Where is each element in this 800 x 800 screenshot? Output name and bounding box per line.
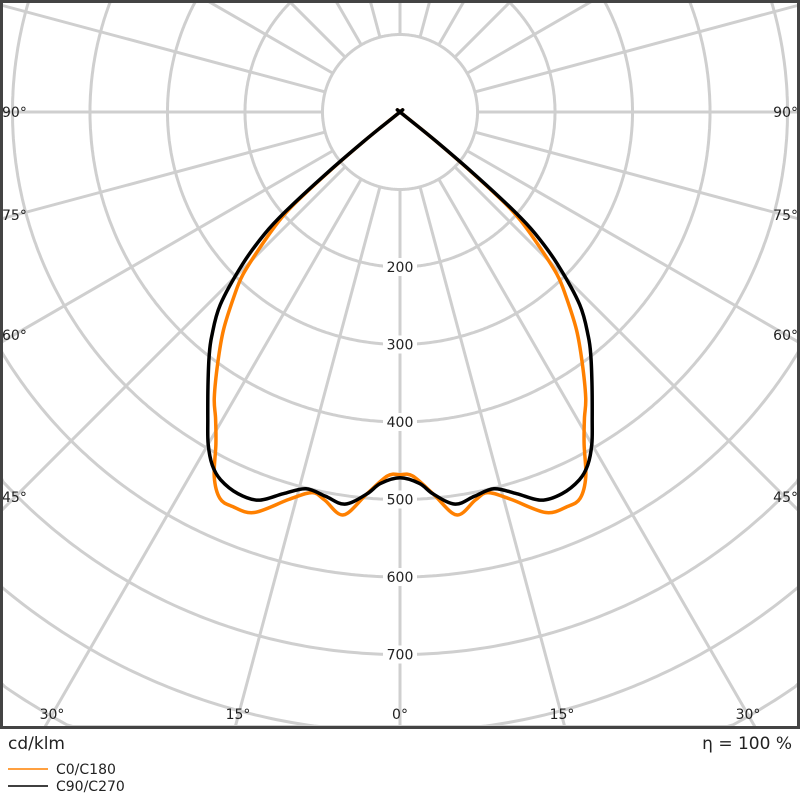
angle-label-left: 60° (2, 328, 27, 344)
angle-label-bottom: 15° (550, 707, 575, 723)
grid-radial-line (453, 3, 512, 59)
grid-radial-line (3, 130, 326, 220)
grid-radial-line (369, 3, 382, 38)
grid-radial-line (437, 3, 465, 46)
series-curve-c90-c270 (205, 108, 595, 506)
radial-tick-labels: 200 300 400 500 600 700 (383, 258, 417, 664)
grid-radial-line (3, 165, 347, 512)
grid-radial-line (233, 186, 382, 726)
grid-radial-line (43, 178, 363, 726)
angle-label-left: 90° (2, 105, 27, 121)
tick-label-background (383, 335, 417, 354)
grid-radial-line (437, 178, 757, 726)
radial-tick-label: 200 (387, 260, 414, 276)
angle-label-bottom: 15° (226, 707, 251, 723)
radial-tick-label: 500 (387, 493, 414, 509)
radial-tick-label: 400 (387, 415, 414, 431)
angle-label-right: 45° (773, 490, 798, 506)
angle-label-left: 45° (2, 490, 27, 506)
angle-label-bottom: 30° (736, 707, 761, 723)
radial-tick-label: 300 (387, 338, 414, 354)
plot-frame (0, 0, 800, 729)
tick-label-background (383, 645, 417, 664)
angle-label-right: 60° (773, 328, 798, 344)
grid-radial-line (335, 3, 363, 46)
grid-radial-line (466, 149, 797, 343)
grid-radial-line (453, 165, 797, 512)
radial-tick-label: 600 (387, 570, 414, 586)
angle-label-right: 75° (773, 208, 798, 224)
grid-radial-line (474, 130, 797, 220)
legend-label: C0/C180 (56, 762, 116, 778)
series-curves (205, 108, 595, 517)
polar-grid (3, 3, 797, 726)
grid-radial-line (288, 3, 347, 59)
grid-radial-line (474, 4, 797, 94)
grid-radial-line (3, 4, 326, 94)
angle-label-right: 90° (773, 105, 798, 121)
grid-radial-line (418, 3, 431, 38)
tick-label-background (383, 258, 417, 276)
grid-radial-line (418, 186, 567, 726)
angle-label-bottom: 0° (392, 707, 408, 723)
series-curve-c0-c180 (212, 108, 588, 517)
legend-label: C90/C270 (56, 779, 125, 795)
grid-radial-line (3, 149, 334, 343)
radial-tick-label: 700 (387, 648, 414, 664)
unit-label: cd/klm (8, 734, 65, 754)
tick-label-background (383, 490, 417, 509)
legend: C0/C180 C90/C270 (8, 762, 125, 795)
grid-radial-line (208, 3, 334, 75)
angle-label-left: 75° (2, 208, 27, 224)
tick-label-background (383, 568, 417, 586)
grid-radial-line (466, 3, 592, 75)
angle-label-bottom: 30° (40, 707, 65, 723)
tick-label-background (383, 413, 417, 431)
grid-circle (3, 3, 797, 579)
efficiency-label: η = 100 % (702, 734, 792, 754)
